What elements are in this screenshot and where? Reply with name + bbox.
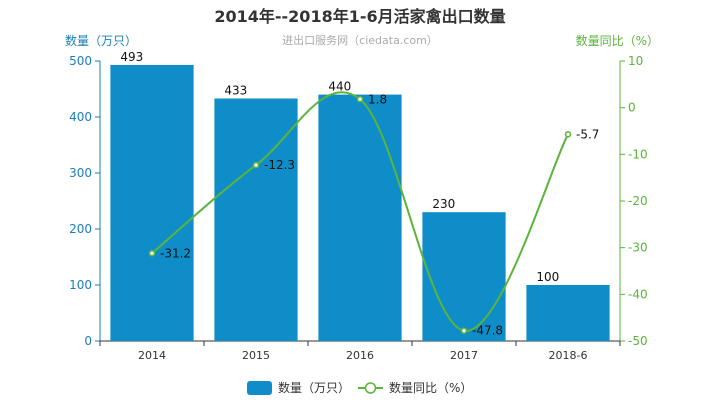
x-category-label: 2016 <box>346 349 374 362</box>
bar <box>422 212 506 341</box>
right-tick-label: 0 <box>628 101 636 115</box>
bar-value-label: 230 <box>432 197 455 211</box>
left-tick-label: 300 <box>69 166 92 180</box>
line-point <box>460 327 468 334</box>
right-tick-label: -40 <box>628 287 648 301</box>
bar <box>318 94 402 341</box>
chart-subtitle: 进出口服务网（ciedata.com） <box>282 33 438 47</box>
line-point <box>148 250 156 257</box>
chart-title: 2014年--2018年1-6月活家禽出口数量 <box>214 7 505 26</box>
axes: 0 100 200 300 400 500 -50 -40 -30 -20 -10 0 10 2014 20… <box>69 54 648 362</box>
bar <box>110 64 194 342</box>
right-tick-label: 10 <box>628 54 643 68</box>
x-category-label: 2014 <box>138 349 166 362</box>
line-value-label: -12.3 <box>264 158 295 172</box>
bar-value-label: 100 <box>536 270 559 284</box>
left-tick-label: 100 <box>69 278 92 292</box>
line-point <box>252 161 260 169</box>
bar-value-label: 433 <box>224 84 247 98</box>
legend-line-label: 数量同比（%） <box>389 380 472 395</box>
left-tick-label: 200 <box>69 222 92 236</box>
left-tick-label: 500 <box>69 54 92 68</box>
legend-bar-label: 数量（万只） <box>278 380 350 395</box>
bar-series <box>110 64 610 342</box>
right-axis-name: 数量同比（%） <box>576 33 659 48</box>
left-axis-name: 数量（万只） <box>65 33 137 48</box>
line-point <box>356 96 364 103</box>
left-tick-label: 0 <box>84 334 92 348</box>
legend-bar-swatch <box>247 381 272 395</box>
bar-value-label: 493 <box>120 50 143 64</box>
right-tick-label: -10 <box>628 147 648 161</box>
data-labels: 493 433 440 230 100 -31.2 -12.3 1.8 -47.8 -5.7 <box>120 50 599 338</box>
left-tick-label: 400 <box>69 110 92 124</box>
line-value-label: -5.7 <box>576 127 599 141</box>
bar-value-label: 440 <box>328 80 351 94</box>
series-line <box>151 91 569 332</box>
line-point <box>564 131 572 138</box>
x-category-label: 2015 <box>242 349 270 362</box>
right-tick-label: -50 <box>628 334 648 348</box>
right-tick-label: -20 <box>628 194 648 208</box>
right-tick-label: -30 <box>628 241 648 255</box>
line-value-label: -31.2 <box>160 246 191 260</box>
bar <box>526 285 610 341</box>
legend-line-marker <box>364 382 377 394</box>
line-value-label: -47.8 <box>472 324 503 338</box>
x-category-label: 2017 <box>450 349 478 362</box>
line-series <box>148 91 572 334</box>
line-value-label: 1.8 <box>368 92 387 106</box>
x-category-label: 2018-6 <box>549 349 588 362</box>
legend[interactable]: 数量（万只） 数量同比（%） <box>247 380 472 395</box>
